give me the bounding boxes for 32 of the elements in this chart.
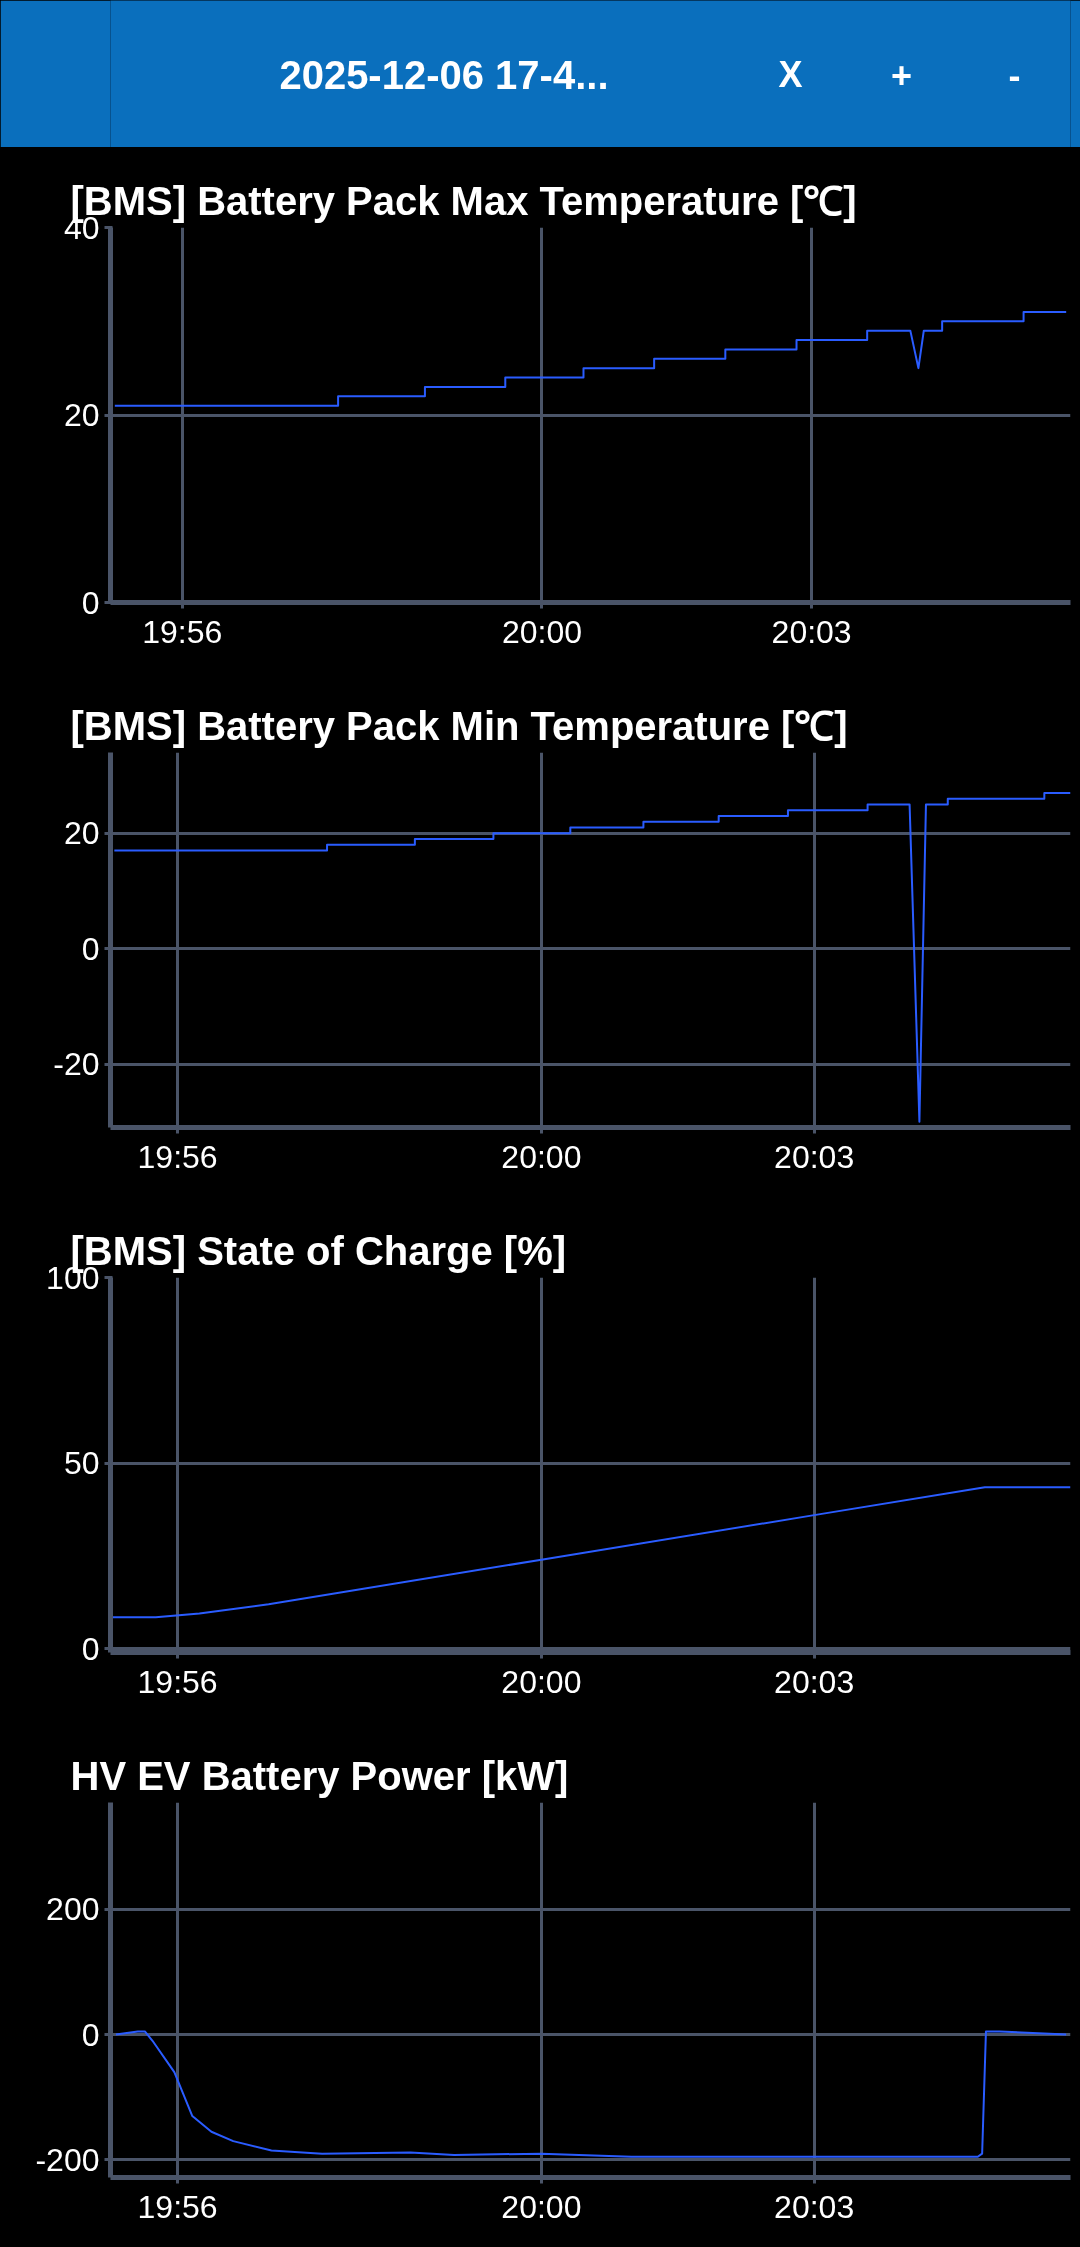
x-tick-label: 19:56 <box>137 1138 218 1175</box>
chart-title: HV EV Battery Power [kW] <box>70 1753 569 1798</box>
x-tick-label: 20:03 <box>771 613 852 650</box>
y-tick-label: 20 <box>63 815 100 852</box>
text: 2025-12-06 17-4... <box>279 52 609 97</box>
x-tick-label: 20:00 <box>501 2188 582 2225</box>
y-tick-label: 200 <box>46 1891 100 1928</box>
y-tick-label: 0 <box>81 584 100 621</box>
y-tick-label: 50 <box>63 1445 100 1482</box>
y-tick-label: 0 <box>81 1630 100 1667</box>
x-tick-label: 19:56 <box>137 1663 218 1700</box>
line-series <box>113 791 1071 1123</box>
y-tick-label: -20 <box>53 1046 100 1083</box>
x-tick-label: 20:03 <box>774 2188 855 2225</box>
x-tick-label: 20:03 <box>774 1138 855 1175</box>
y-tick-label: 20 <box>63 397 100 433</box>
text: X <box>778 54 803 95</box>
chart-title: [BMS] Battery Pack Min Temperature [℃] <box>70 703 848 748</box>
y-tick-label: -200 <box>35 2141 100 2178</box>
line-series <box>114 2030 1068 2158</box>
y-tick-label: 0 <box>81 930 100 967</box>
text: - <box>1008 54 1021 96</box>
x-tick-label: 20:03 <box>774 1663 855 1700</box>
line-series <box>113 310 1068 407</box>
x-tick-label: 20:00 <box>501 613 582 650</box>
x-tick-label: 19:56 <box>137 2188 218 2225</box>
text: + <box>891 54 913 96</box>
x-tick-label: 20:00 <box>501 1663 582 1700</box>
line-series <box>111 1486 1071 1619</box>
y-tick-label: 0 <box>81 2016 100 2053</box>
x-tick-label: 19:56 <box>142 613 223 650</box>
x-tick-label: 20:00 <box>501 1138 582 1175</box>
